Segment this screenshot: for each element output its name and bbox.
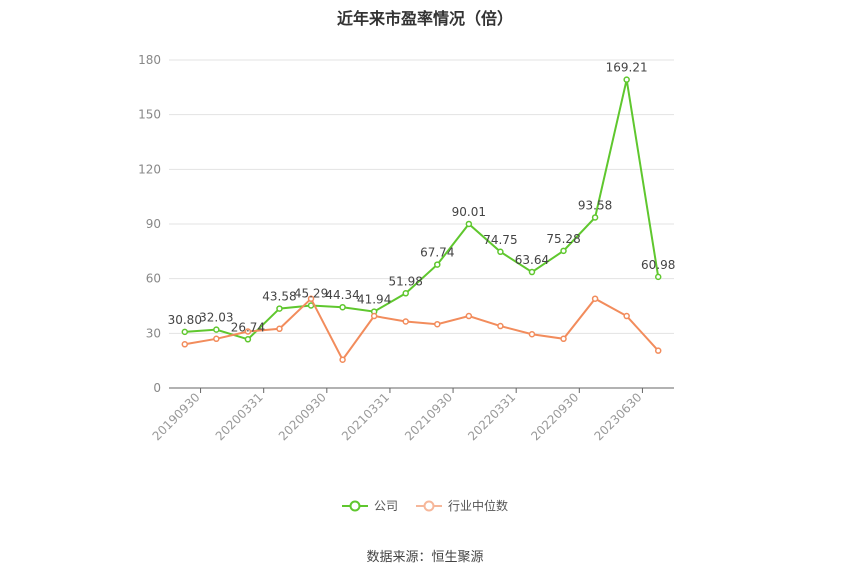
data-label: 75.28 <box>546 232 580 246</box>
data-point <box>244 336 252 343</box>
data-point <box>528 330 536 338</box>
y-tick-label: 0 <box>153 381 161 395</box>
data-point <box>654 273 662 281</box>
data-label: 90.01 <box>452 205 486 219</box>
data-point <box>465 312 473 320</box>
data-point <box>213 326 220 333</box>
data-label: 32.03 <box>199 311 233 325</box>
data-label: 43.58 <box>262 290 296 304</box>
data-point <box>560 247 567 255</box>
data-point <box>528 268 536 276</box>
x-tick-label: 20220331 <box>465 390 518 443</box>
data-point <box>370 312 378 320</box>
data-point <box>497 322 504 330</box>
data-point <box>276 325 283 333</box>
data-point <box>339 303 346 311</box>
data-point <box>654 347 662 354</box>
data-point <box>181 341 189 348</box>
legend-marker-industry-median <box>416 500 442 511</box>
data-point <box>276 305 283 312</box>
legend-label-company: 公司 <box>373 499 398 513</box>
data-label: 93.58 <box>578 198 612 212</box>
data-point <box>181 328 189 336</box>
x-tick-label: 20230630 <box>591 390 644 443</box>
legend-marker-company <box>341 500 368 511</box>
data-label: 41.94 <box>357 293 391 307</box>
data-point <box>497 248 504 256</box>
legend-item-industry-median[interactable]: 行业中位数 <box>416 497 508 514</box>
data-label: 51.98 <box>389 274 423 288</box>
series-line-1 <box>184 297 659 362</box>
line-chart: 0 30 60 90 120 150 180 20190930 20200331 20200930… <box>138 53 675 443</box>
data-point <box>623 312 630 320</box>
data-point <box>591 295 599 302</box>
y-tick-label: 90 <box>146 217 161 231</box>
data-point <box>402 290 409 297</box>
data-label: 67.74 <box>420 246 454 260</box>
x-tick-label: 20200930 <box>276 390 329 443</box>
data-source: 数据来源：恒生聚源 <box>366 550 484 565</box>
data-label: 30.80 <box>168 313 202 327</box>
data-point <box>623 76 630 83</box>
x-tick-label: 20200331 <box>213 390 266 443</box>
data-label: 45.29 <box>294 286 328 300</box>
data-point <box>244 328 252 335</box>
data-point <box>434 261 441 268</box>
chart-legend: 公司 行业中位数 <box>0 497 850 514</box>
data-point <box>560 335 567 343</box>
y-tick-label: 150 <box>138 108 161 122</box>
data-point <box>213 335 220 343</box>
data-label: 74.75 <box>483 233 517 247</box>
data-point <box>465 220 473 228</box>
legend-label-industry-median: 行业中位数 <box>448 499 509 513</box>
data-point <box>339 356 346 364</box>
data-point <box>434 320 441 328</box>
data-label: 60.98 <box>641 258 675 272</box>
series-line-0 <box>184 79 660 341</box>
data-point <box>307 295 315 302</box>
data-label: 63.64 <box>515 253 549 267</box>
y-tick-label: 30 <box>146 326 161 340</box>
data-point <box>591 214 599 221</box>
legend-item-company[interactable]: 公司 <box>341 497 398 514</box>
x-tick-label: 20210331 <box>339 390 392 443</box>
chart-title: 近年来市盈率情况（倍） <box>336 9 513 28</box>
x-tick-label: 20210930 <box>402 390 455 443</box>
x-tick-label: 20220930 <box>528 390 581 443</box>
x-tick-label: 20190930 <box>150 390 203 443</box>
y-tick-label: 120 <box>138 162 161 176</box>
data-label: 44.34 <box>325 288 359 302</box>
data-label: 169.21 <box>606 61 648 75</box>
data-label: 26.74 <box>231 320 265 334</box>
data-point <box>402 318 409 325</box>
y-tick-label: 180 <box>138 53 161 67</box>
y-tick-label: 60 <box>146 272 161 286</box>
